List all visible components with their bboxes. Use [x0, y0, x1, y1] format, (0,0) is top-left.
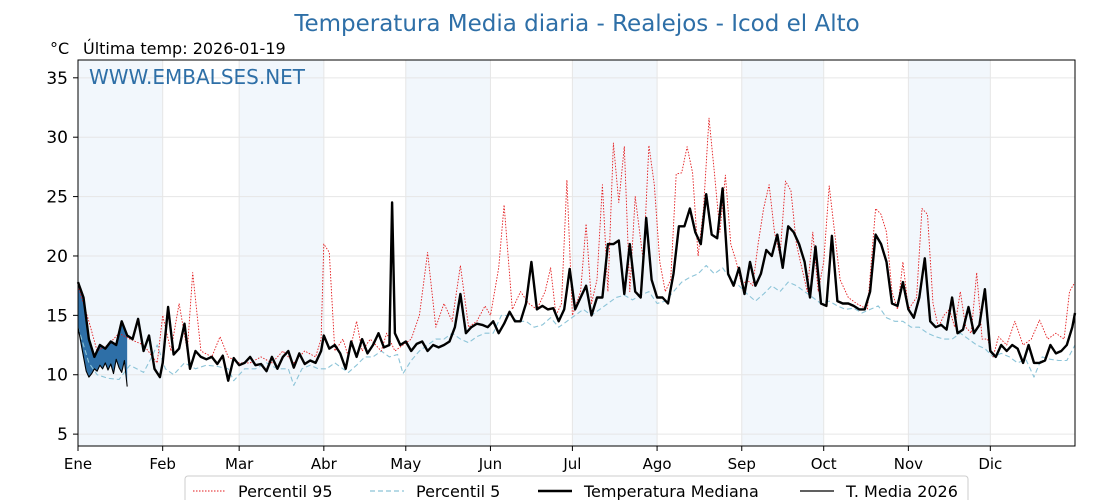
- chart-title: Temperatura Media diaria - Realejos - Ic…: [293, 11, 859, 37]
- y-unit-label: °C: [50, 39, 69, 58]
- current-vs-median-fill: [78, 282, 128, 387]
- x-tick-label-Mar: Mar: [225, 455, 254, 473]
- month-band-4: [741, 60, 824, 446]
- watermark: WWW.EMBALSES.NET: [89, 65, 306, 89]
- series-line-p95: [77, 117, 1076, 364]
- x-tick-label-Jun: Jun: [478, 455, 502, 473]
- x-tick-label-Nov: Nov: [894, 455, 923, 473]
- grid-lines: [77, 60, 1075, 446]
- legend-label-current: T. Media 2026: [845, 482, 958, 500]
- x-tick-label-Abr: Abr: [311, 455, 338, 473]
- current-year-fill: [78, 282, 128, 387]
- series-line-median: [76, 187, 1077, 382]
- y-axis: 5 10 15 20 25 30 35: [46, 69, 78, 445]
- y-tick-label-35: 35: [46, 69, 68, 89]
- legend-label-p5: Percentil 5: [416, 482, 500, 500]
- x-tick-label-Ene: Ene: [64, 455, 92, 473]
- series-line-p5: [77, 264, 1076, 386]
- y-tick-label-15: 15: [46, 306, 68, 326]
- x-tick-label-Feb: Feb: [149, 455, 176, 473]
- y-tick-label-5: 5: [57, 425, 68, 445]
- month-band-0: [78, 60, 163, 446]
- plot-frame: [77, 59, 1076, 447]
- series-lines: [76, 117, 1077, 387]
- legend: Percentil 95 Percentil 5 Temperatura Med…: [184, 475, 969, 500]
- x-tick-label-Dic: Dic: [978, 455, 1002, 473]
- month-bands: [78, 60, 991, 446]
- month-band-5: [908, 60, 991, 446]
- legend-label-p95: Percentil 95: [238, 482, 333, 500]
- y-tick-label-20: 20: [46, 247, 68, 267]
- x-tick-label-Jul: Jul: [562, 455, 581, 473]
- x-tick-label-Oct: Oct: [811, 455, 837, 473]
- legend-box: [184, 475, 969, 500]
- y-tick-label-30: 30: [46, 128, 68, 148]
- series-line-2026: [77, 327, 128, 387]
- x-axis: Ene Feb Mar Abr May Jun Jul Ago Sep Oct Nov Dic: [64, 446, 1002, 473]
- x-tick-label-Sep: Sep: [728, 455, 756, 473]
- last-temp-label: Última temp: 2026-01-19: [83, 39, 286, 58]
- y-tick-label-10: 10: [46, 366, 68, 386]
- x-tick-label-May: May: [390, 455, 421, 473]
- y-tick-label-25: 25: [46, 188, 68, 208]
- month-band-1: [239, 60, 324, 446]
- x-tick-label-Ago: Ago: [643, 455, 672, 473]
- month-band-2: [405, 60, 491, 446]
- legend-label-median: Temperatura Mediana: [583, 482, 759, 500]
